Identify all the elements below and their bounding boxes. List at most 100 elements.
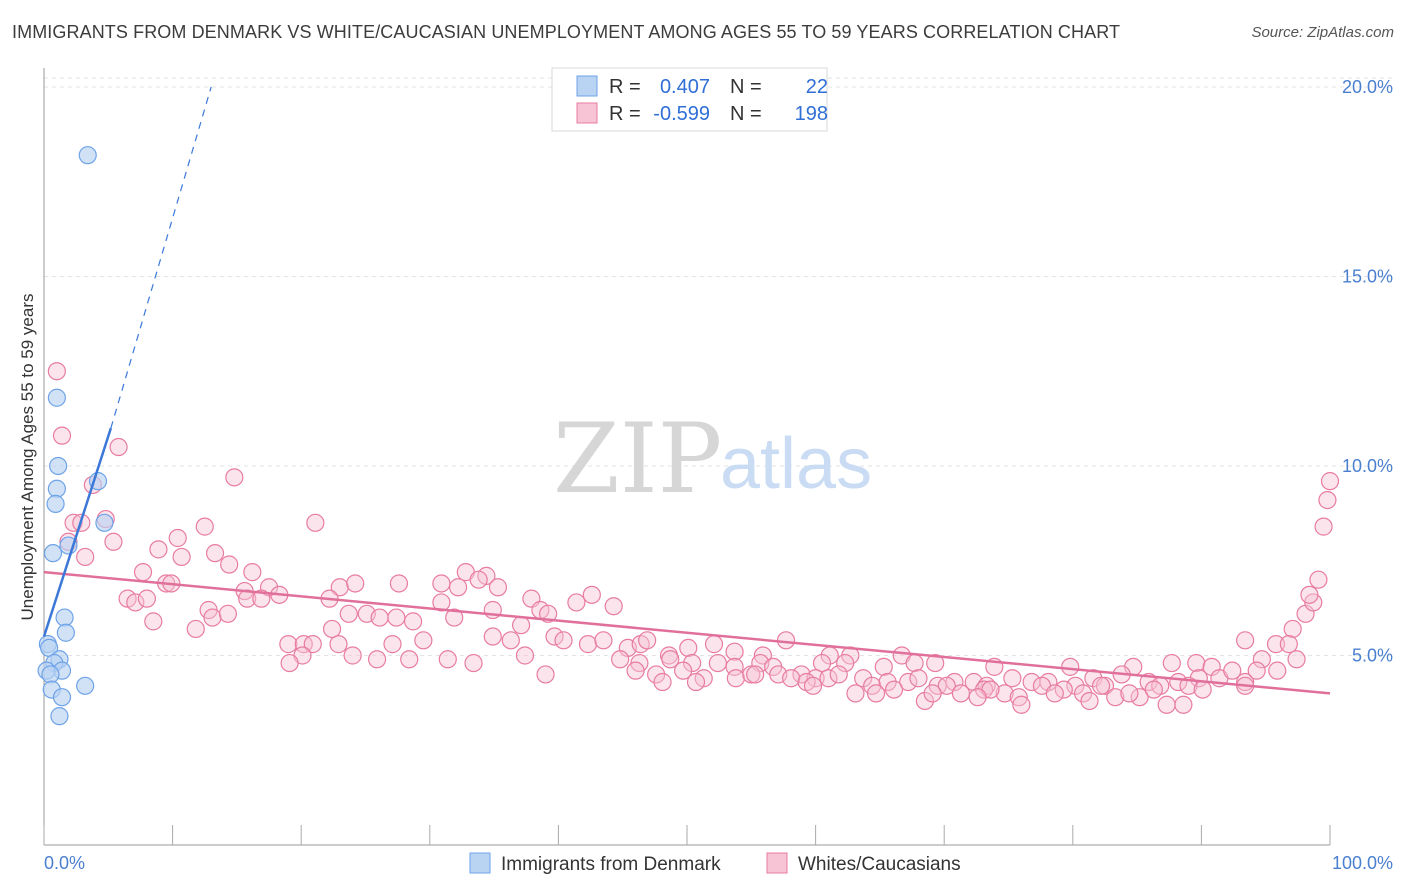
- whites-point: [195, 517, 214, 536]
- whites-point: [488, 578, 508, 597]
- whites-point: [812, 653, 832, 673]
- whites-point: [1318, 490, 1337, 510]
- whites-point: [829, 665, 848, 684]
- denmark-point: [43, 544, 63, 563]
- whites-point: [545, 627, 564, 646]
- whites-point: [1157, 695, 1176, 714]
- legend-n-value-2: 198: [795, 103, 828, 125]
- whites-point: [414, 631, 433, 650]
- whites-point: [512, 616, 531, 635]
- whites-point: [218, 604, 237, 623]
- watermark-atlas: atlas: [720, 424, 872, 504]
- legend-r-value-1: 0.407: [660, 76, 710, 98]
- whites-point: [951, 684, 971, 703]
- whites-point: [403, 612, 423, 631]
- whites-point: [653, 672, 672, 692]
- denmark-point: [95, 513, 114, 532]
- legend-n-value-1: 22: [806, 76, 828, 98]
- whites-point: [400, 650, 419, 669]
- whites-point: [1223, 661, 1242, 680]
- whites-point: [846, 684, 865, 703]
- whites-point: [1279, 635, 1298, 654]
- trend-lines: [42, 86, 1331, 695]
- whites-point: [137, 589, 156, 608]
- whites-point: [109, 437, 128, 457]
- whites-point: [578, 635, 598, 654]
- whites-point: [144, 612, 163, 631]
- denmark-point: [56, 623, 75, 642]
- series-whites-points: [47, 362, 1340, 714]
- whites-point: [686, 672, 706, 692]
- denmark-point: [49, 456, 68, 476]
- whites-point: [367, 650, 387, 669]
- whites-point: [554, 631, 573, 650]
- whites-point: [937, 676, 956, 695]
- y-tick-label: 20.0%: [1342, 77, 1393, 97]
- whites-point: [704, 635, 724, 654]
- whites-point: [1287, 650, 1306, 669]
- whites-point: [303, 635, 322, 654]
- whites-point: [1162, 653, 1181, 673]
- denmark-point: [41, 665, 60, 684]
- whites-point: [1247, 661, 1266, 680]
- watermark-zip: ZIP: [553, 403, 722, 515]
- denmark-trend-line: [42, 427, 113, 637]
- series-legend: Immigrants from Denmark Whites/Caucasian…: [469, 852, 961, 875]
- whites-point: [674, 661, 693, 680]
- whites-point: [726, 669, 745, 688]
- denmark-point: [52, 688, 72, 707]
- whites-point: [803, 676, 823, 695]
- whites-point: [638, 631, 657, 650]
- legend-n-label-2: N =: [730, 103, 762, 125]
- whites-point: [1174, 695, 1193, 714]
- denmark-point: [47, 388, 66, 407]
- whites-point: [432, 574, 451, 593]
- whites-point: [1091, 676, 1111, 695]
- whites-point: [1268, 661, 1287, 680]
- whites-point: [168, 528, 187, 548]
- whites-point: [1309, 570, 1328, 589]
- whites-point: [252, 589, 271, 608]
- whites-point: [1054, 680, 1073, 699]
- whites-point: [464, 653, 483, 673]
- y-tick-label: 15.0%: [1342, 266, 1393, 286]
- whites-point: [306, 513, 325, 532]
- whites-point: [742, 665, 761, 684]
- whites-point: [1045, 684, 1064, 703]
- whites-point: [47, 362, 66, 381]
- whites-point: [1073, 684, 1093, 703]
- whites-point: [905, 653, 924, 673]
- whites-point: [819, 669, 838, 688]
- whites-point: [923, 684, 942, 703]
- whites-point: [899, 672, 918, 692]
- whites-point: [836, 653, 855, 673]
- whites-point: [383, 635, 402, 654]
- whites-point: [515, 646, 535, 665]
- whites-point: [679, 638, 698, 658]
- whites-point: [220, 555, 239, 574]
- denmark-point: [46, 494, 65, 513]
- whites-point: [1187, 653, 1206, 673]
- whites-point: [1314, 517, 1333, 536]
- whites-point: [974, 680, 994, 699]
- whites-point: [133, 563, 153, 582]
- correlation-legend: R = 0.407 N = 22 R = -0.599 N = 198: [551, 67, 828, 132]
- whites-point: [926, 653, 945, 673]
- whites-point: [1003, 669, 1022, 688]
- whites-point: [172, 547, 191, 567]
- bottom-legend-swatch-pink: [766, 852, 788, 874]
- whites-point: [330, 578, 349, 597]
- whites-point: [469, 570, 488, 589]
- denmark-point: [47, 479, 66, 498]
- series-denmark-points: [37, 146, 114, 726]
- whites-point: [582, 585, 601, 604]
- whites-point: [186, 619, 205, 639]
- whites-point: [611, 650, 630, 669]
- denmark-point: [55, 608, 74, 627]
- whites-point: [1012, 695, 1031, 714]
- whites-point: [1236, 631, 1255, 650]
- whites-point: [1106, 688, 1125, 707]
- whites-point: [1283, 619, 1302, 639]
- whites-point: [343, 646, 362, 665]
